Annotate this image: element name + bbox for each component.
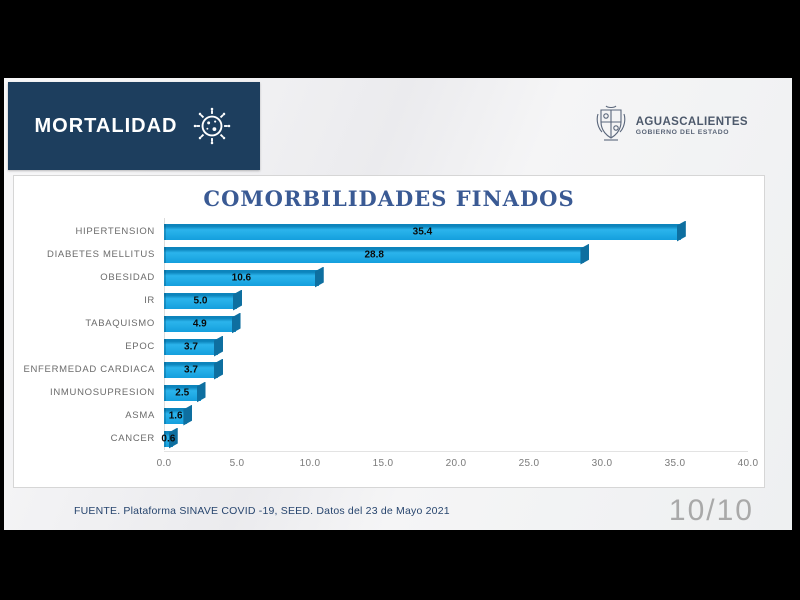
- bar: 3.7: [164, 335, 224, 357]
- category-label: CANCER: [110, 433, 155, 444]
- chart-row: DIABETES MELLITUS 28.8: [14, 243, 764, 266]
- category-label: TABAQUISMO: [85, 318, 155, 329]
- chart-row: OBESIDAD 10.6: [14, 266, 764, 289]
- state-logo-text: AGUASCALIENTES GOBIERNO DEL ESTADO: [636, 116, 748, 137]
- chart-row: TABAQUISMO 4.9: [14, 312, 764, 335]
- bar: 3.7: [164, 358, 224, 380]
- bar-value-label: 2.5: [175, 387, 190, 398]
- page-indicator: 10/10: [668, 494, 754, 527]
- banner-title: MORTALIDAD: [34, 114, 178, 137]
- bar-3d-cap: [580, 243, 590, 265]
- mortality-banner: MORTALIDAD: [8, 82, 260, 170]
- bar: 5.0: [164, 289, 242, 311]
- row-plot-area: 4.9: [164, 312, 748, 334]
- bar: 1.6: [164, 404, 193, 426]
- row-plot-area: 35.4: [164, 220, 748, 242]
- x-axis-tick: 0.0: [156, 458, 172, 469]
- x-axis-tick: 30.0: [591, 458, 613, 469]
- chart-row: HIPERTENSION 35.4: [14, 220, 764, 243]
- bar-3d-cap: [676, 220, 686, 242]
- chart-row: ENFERMEDAD CARDIACA 3.7: [14, 358, 764, 381]
- row-plot-area: 28.8: [164, 243, 748, 265]
- bar-3d-cap: [231, 312, 241, 334]
- bar: 0.6: [161, 427, 178, 449]
- chart-row: EPOC 3.7: [14, 335, 764, 358]
- bar: 2.5: [164, 381, 206, 403]
- bar-3d-cap: [214, 358, 224, 380]
- source-note: FUENTE. Plataforma SINAVE COVID -19, SEE…: [74, 505, 450, 517]
- x-axis-tick: 15.0: [372, 458, 394, 469]
- state-logo: AGUASCALIENTES GOBIERNO DEL ESTADO: [594, 104, 748, 149]
- category-label: IR: [144, 295, 155, 306]
- chart-rows: HIPERTENSION 35.4 DIABETES MELLITUS 28.8 OBE…: [14, 218, 764, 452]
- bar: 10.6: [164, 266, 324, 288]
- x-axis-tick: 20.0: [445, 458, 467, 469]
- x-axis-tick: 10.0: [299, 458, 321, 469]
- state-name: AGUASCALIENTES: [635, 115, 748, 128]
- bar-3d-cap: [168, 427, 178, 449]
- bar-value-label: 28.8: [364, 249, 384, 260]
- bar: 28.8: [164, 243, 590, 265]
- chart-x-axis: 0.0 5.0 10.0 15.0 20.0 25.0 30.0 35.0 40.0: [157, 458, 758, 472]
- row-plot-area: 5.0: [164, 289, 748, 311]
- row-plot-area: 10.6: [164, 266, 748, 288]
- state-crest-icon: [594, 104, 628, 149]
- bar-value-label: 0.6: [161, 433, 176, 444]
- row-plot-area: 3.7: [164, 358, 748, 380]
- chart-row: INMUNOSUPRESION 2.5: [14, 381, 764, 404]
- x-axis-tick: 40.0: [737, 458, 759, 469]
- bar-3d-cap: [314, 266, 324, 288]
- category-label: DIABETES MELLITUS: [47, 249, 155, 260]
- category-label: HIPERTENSION: [75, 226, 155, 237]
- bar: 35.4: [164, 220, 686, 242]
- bar: 4.9: [164, 312, 241, 334]
- chart-title: COMORBILIDADES FINADOS: [203, 186, 575, 211]
- category-label: INMUNOSUPRESION: [50, 387, 155, 398]
- bar-value-label: 3.7: [184, 364, 198, 375]
- row-plot-area: 1.6: [164, 404, 748, 426]
- bar-value-label: 1.6: [168, 410, 183, 421]
- chart-panel: COMORBILIDADES FINADOS HIPERTENSION 35.4 D…: [13, 175, 765, 488]
- virus-icon: [191, 105, 233, 147]
- row-plot-area: 2.5: [164, 381, 748, 403]
- chart-row: IR 5.0: [14, 289, 764, 312]
- category-label: EPOC: [125, 341, 155, 352]
- bar-value-label: 4.9: [192, 318, 207, 329]
- bar-value-label: 10.6: [231, 272, 252, 283]
- state-subtitle: GOBIERNO DEL ESTADO: [635, 129, 730, 137]
- x-axis-tick: 5.0: [229, 458, 245, 469]
- chart-row: CANCER 0.6: [14, 427, 764, 450]
- row-plot-area: 3.7: [164, 335, 748, 357]
- presentation-slide: MORTALIDAD: [4, 78, 792, 530]
- bar-3d-cap: [214, 335, 224, 357]
- category-label: OBESIDAD: [100, 272, 155, 283]
- category-label: ENFERMEDAD CARDIACA: [23, 364, 155, 375]
- bar-value-label: 35.4: [412, 226, 433, 237]
- category-label: ASMA: [125, 410, 155, 421]
- bar-3d-cap: [183, 404, 193, 426]
- bar-3d-cap: [196, 381, 206, 403]
- row-plot-area: 0.6: [161, 427, 748, 449]
- chart-row: ASMA 1.6: [14, 404, 764, 427]
- x-axis-tick: 35.0: [664, 458, 686, 469]
- bar-value-label: 5.0: [193, 295, 208, 306]
- bar-3d-cap: [233, 289, 242, 311]
- x-axis-tick: 25.0: [518, 458, 540, 469]
- bar-value-label: 3.7: [184, 341, 198, 352]
